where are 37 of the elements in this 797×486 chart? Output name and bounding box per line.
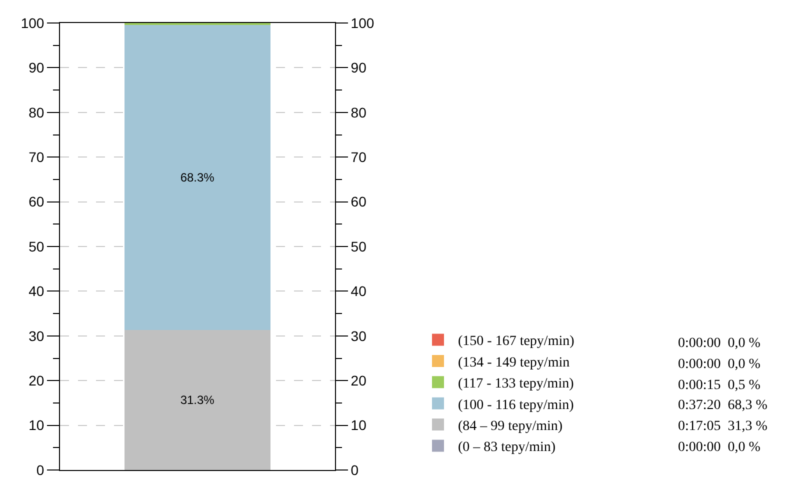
y2-tick-label: 50: [350, 238, 367, 254]
y2-tick-label: 20: [350, 372, 367, 388]
y-tick-label: 10: [28, 417, 44, 434]
text: 0:17:05 31,3 %: [678, 419, 768, 434]
y2-tick-label: 100: [350, 14, 374, 31]
legend-label: (134 - 149 tepy/min: [458, 355, 570, 370]
legend-label: (0 – 83 tepy/min): [458, 440, 556, 456]
y2-tick-label: 90: [350, 60, 367, 76]
y-tick-label: 100: [20, 14, 44, 31]
y-tick-label: 40: [28, 283, 44, 300]
y2-tick-label: 30: [350, 328, 367, 344]
y2-tick-label: 40: [350, 283, 367, 300]
legend-label: (84 – 99 tepy/min): [458, 419, 563, 434]
y-tick-label: 0: [36, 462, 44, 478]
y2-tick-label: 0: [350, 462, 359, 478]
y-tick-label: 30: [28, 328, 44, 344]
bar: [124, 24, 270, 330]
y2-tick-label: 70: [350, 149, 367, 165]
text: 0:00:00 0,0 %: [678, 357, 761, 372]
text: 0:00:15 0,5 %: [678, 378, 761, 393]
y2-tick-label: 10: [350, 417, 367, 434]
y-tick-label: 20: [28, 372, 44, 388]
y2-tick-label: 80: [350, 104, 367, 120]
y-tick-label: 50: [28, 238, 44, 254]
y-tick-label: 90: [28, 60, 44, 76]
text: 0:00:00 0,0 %: [678, 336, 761, 351]
legend-label: (100 - 116 tepy/min): [458, 398, 574, 413]
y-tick-label: 60: [28, 194, 44, 210]
y-tick-label: 70: [28, 149, 44, 165]
text: 0:00:00 0,0 %: [678, 440, 761, 455]
data-label: 68.3%: [180, 170, 215, 184]
data-label: 31.3%: [180, 393, 215, 408]
y-tick-label: 80: [28, 104, 44, 120]
legend-label: (117 - 133 tepy/min): [458, 376, 574, 392]
text: 0:37:20 68,3 %: [678, 398, 768, 413]
legend-label: (150 - 167 tepy/min): [458, 334, 575, 350]
y2-tick-label: 60: [350, 194, 367, 210]
